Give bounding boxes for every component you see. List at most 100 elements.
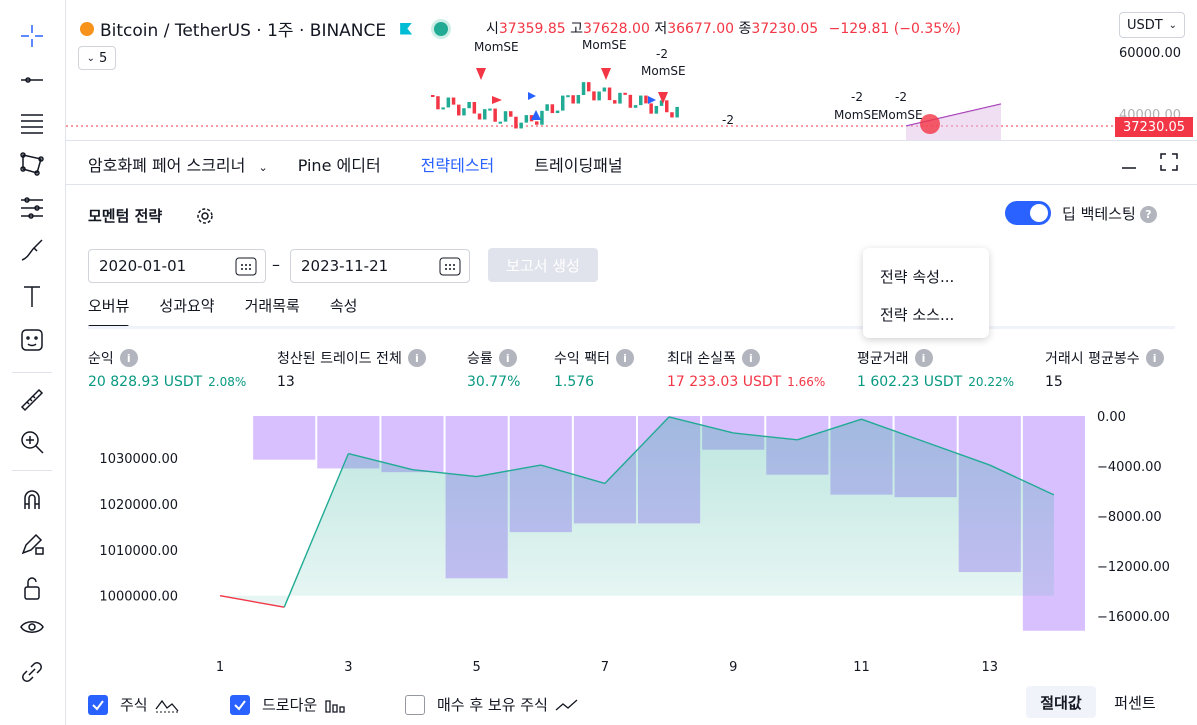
help-icon[interactable]: i xyxy=(498,349,517,367)
signal-label: -2 xyxy=(656,47,668,61)
menu-strategy-source[interactable]: 전략 소스... xyxy=(880,306,955,324)
signal-label: MomSE xyxy=(834,108,879,122)
signal-label: MomSE xyxy=(582,38,627,52)
symbol-title[interactable]: Bitcoin / TetherUS · 1주 · BINANCE xyxy=(80,16,449,41)
trend-line-icon[interactable] xyxy=(14,62,50,98)
candle xyxy=(457,104,461,116)
candle xyxy=(649,103,653,114)
drawing-toolbar xyxy=(0,0,66,725)
equity-line-segment xyxy=(219,595,285,608)
candle xyxy=(524,115,529,123)
right-axis-tick: −12000.00 xyxy=(1097,560,1170,575)
currency-select[interactable]: USDT ⌄ xyxy=(1119,12,1185,38)
candle xyxy=(514,116,518,129)
unlock-icon[interactable] xyxy=(14,570,50,606)
lock-drawing-icon[interactable] xyxy=(14,526,50,562)
start-date-input[interactable]: 2020-01-01 xyxy=(88,249,266,283)
magnet-icon[interactable] xyxy=(14,482,50,518)
help-icon[interactable]: i xyxy=(119,349,138,367)
tab-crypto-screener[interactable]: 암호화폐 페어 스크리너 ⌄ xyxy=(88,156,268,175)
x-axis-tick: 13 xyxy=(982,660,999,675)
chevron-down-icon: ⌄ xyxy=(1168,19,1178,31)
checkbox-equity[interactable] xyxy=(88,694,108,715)
crosshair-icon[interactable] xyxy=(14,18,50,54)
right-axis-tick: 0.00 xyxy=(1097,410,1126,425)
metric-max-drawdown: 최대 손실폭 i 17 233.03 USDT 1.66% xyxy=(667,349,826,390)
market-status-icon xyxy=(434,21,449,36)
equity-line-segment xyxy=(797,418,862,441)
signal-label: MomSE xyxy=(641,64,686,78)
ruler-icon[interactable] xyxy=(14,382,50,418)
generate-report-button[interactable]: 보고서 생성 xyxy=(488,248,598,282)
deep-backtest-toggle[interactable] xyxy=(1005,201,1051,225)
emoji-icon[interactable] xyxy=(14,322,50,358)
scale-percent-button[interactable]: 퍼센트 xyxy=(1114,693,1156,712)
signal-label: -2 xyxy=(851,90,863,104)
text-icon[interactable] xyxy=(14,278,50,314)
calendar-icon[interactable] xyxy=(439,256,461,276)
candle xyxy=(519,122,523,129)
help-icon[interactable]: i xyxy=(615,349,634,367)
help-icon[interactable]: i xyxy=(1145,349,1164,367)
candle xyxy=(659,100,664,106)
signal-label: MomSE xyxy=(878,108,923,122)
tab-pine-editor[interactable]: Pine 에디터 xyxy=(297,156,381,175)
scale-absolute-button[interactable]: 절대값 xyxy=(1026,686,1096,718)
checkbox-buy-hold[interactable] xyxy=(405,694,425,715)
candle xyxy=(561,95,565,111)
candle xyxy=(587,82,591,92)
calendar-icon[interactable] xyxy=(235,256,257,276)
toggle-drawdown[interactable]: 드로다운 xyxy=(230,694,347,715)
toggle-buy-hold[interactable]: 매수 후 보유 주식 xyxy=(405,694,580,715)
metric-avg-bars: 거래시 평균봉수 i 15 xyxy=(1045,348,1164,390)
candle xyxy=(550,104,555,114)
candle xyxy=(555,110,560,114)
signal-label: -2 xyxy=(895,90,907,104)
gear-icon[interactable] xyxy=(194,205,216,227)
minimize-icon[interactable] xyxy=(1116,149,1142,175)
eye-icon[interactable] xyxy=(14,610,50,646)
candle xyxy=(571,95,575,104)
signal-label: MomSE xyxy=(474,40,519,54)
tab-trading-panel[interactable]: 트레이딩패널 xyxy=(534,156,623,175)
end-date-input[interactable]: 2023-11-21 xyxy=(290,249,470,283)
signal-label: -2 xyxy=(722,113,734,127)
help-icon[interactable]: ? xyxy=(1139,206,1157,223)
metric-net-profit: 순익 i 20 828.93 USDT 2.08% xyxy=(88,349,247,390)
candle xyxy=(529,115,534,122)
help-icon[interactable]: i xyxy=(407,349,426,367)
tab-performance-summary[interactable]: 성과요약 xyxy=(159,297,215,315)
checkbox-drawdown[interactable] xyxy=(230,694,250,715)
tab-properties[interactable]: 속성 xyxy=(329,297,358,315)
maximize-icon[interactable] xyxy=(1156,149,1182,175)
metric-profit-factor: 수익 팩터 i 1.576 xyxy=(554,348,634,390)
tab-trade-list[interactable]: 거래목록 xyxy=(244,297,300,315)
drawdown-bars-icon xyxy=(325,699,345,713)
last-price-tag: 37230.05 xyxy=(1115,117,1193,137)
candle xyxy=(483,109,487,120)
strategy-title: 모멘텀 전략 xyxy=(88,207,163,225)
price-chart[interactable]: Bitcoin / TetherUS · 1주 · BINANCE 시37359… xyxy=(66,0,1197,140)
tab-overview[interactable]: 오버뷰 xyxy=(88,295,130,329)
candle xyxy=(509,111,513,117)
forecast-icon[interactable] xyxy=(14,190,50,226)
candle xyxy=(462,108,466,116)
fib-retracement-icon[interactable] xyxy=(14,104,50,140)
candle xyxy=(670,112,674,118)
indicator-collapse-button[interactable]: ⌄ 5 xyxy=(78,46,116,70)
brush-icon[interactable] xyxy=(14,232,50,268)
equity-line-segment xyxy=(412,468,477,478)
toggle-equity[interactable]: 주식 xyxy=(88,694,180,715)
equity-line-segment xyxy=(476,464,541,478)
equity-line-segment xyxy=(604,416,670,484)
help-icon[interactable]: i xyxy=(914,349,933,367)
help-icon[interactable]: i xyxy=(741,349,760,367)
tab-strategy-tester[interactable]: 전략테스터 xyxy=(420,156,495,175)
link-icon[interactable] xyxy=(14,654,50,690)
candle xyxy=(545,104,549,111)
pattern-icon[interactable] xyxy=(14,146,50,182)
menu-strategy-properties[interactable]: 전략 속성... xyxy=(880,268,955,286)
zoom-in-icon[interactable] xyxy=(14,424,50,460)
candle xyxy=(675,106,679,118)
candle xyxy=(535,121,539,125)
